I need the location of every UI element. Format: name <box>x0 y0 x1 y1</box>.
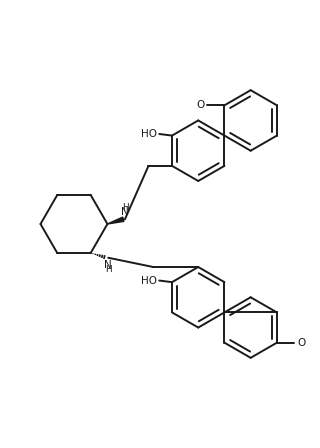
Text: H: H <box>122 203 128 212</box>
Text: HO: HO <box>141 129 157 139</box>
Text: N: N <box>104 260 112 270</box>
Text: O: O <box>196 100 204 110</box>
Text: HO: HO <box>141 276 157 285</box>
Polygon shape <box>108 217 124 224</box>
Text: N: N <box>121 207 129 217</box>
Text: H: H <box>105 265 112 274</box>
Text: O: O <box>297 338 305 348</box>
